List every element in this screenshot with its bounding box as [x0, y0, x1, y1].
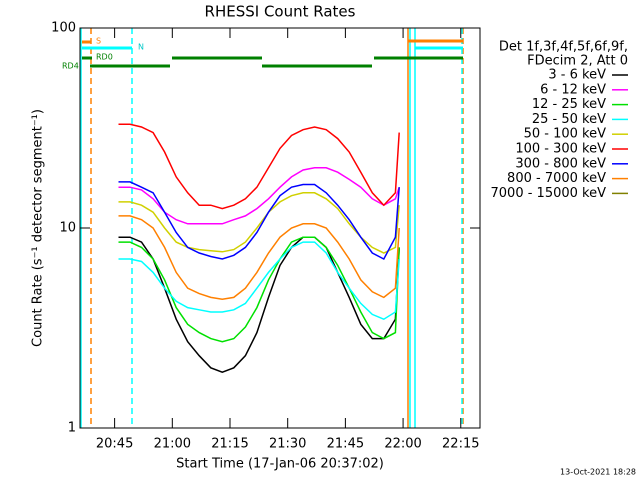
- y-tick-label: 1: [68, 421, 76, 436]
- series-line: [118, 192, 400, 254]
- annotation-label: N: [138, 43, 144, 52]
- legend-label: 25 - 50 keV: [532, 112, 606, 127]
- y-tick-label: 100: [51, 21, 76, 36]
- legend-label: 50 - 100 keV: [524, 127, 607, 142]
- y-axis-label: Count Rate (s⁻¹ detector segment⁻¹): [31, 109, 46, 347]
- annotations: [80, 28, 464, 428]
- y-tick-label: 10: [59, 221, 76, 236]
- x-tick-label: 21:30: [269, 437, 306, 452]
- annotation-label: RD4: [62, 62, 79, 71]
- series-line: [118, 167, 400, 225]
- legend-label: 6 - 12 keV: [540, 82, 606, 97]
- plot-frame: [79, 27, 481, 429]
- x-tick-label: 21:15: [211, 437, 248, 452]
- annotation-label: RD0: [96, 53, 113, 62]
- x-tick-label: 21:00: [154, 437, 191, 452]
- series-line: [118, 123, 400, 210]
- legend-label: 7000 - 15000 keV: [491, 186, 607, 201]
- legend-label: 3 - 6 keV: [548, 68, 606, 83]
- legend-header: Det 1f,3f,4f,5f,6f,9f,: [499, 40, 628, 55]
- series-line: [118, 241, 400, 321]
- x-tick-label: 22:15: [442, 437, 479, 452]
- x-tick-label: 22:00: [384, 437, 421, 452]
- series-line: [118, 236, 400, 343]
- annotation-label: S: [96, 37, 101, 46]
- legend-label: 800 - 7000 keV: [507, 171, 606, 186]
- legend-header: FDecim 2, Att 0: [527, 54, 628, 69]
- x-axis-label: Start Time (17-Jan-06 20:37:02): [176, 457, 384, 472]
- legend-label: 300 - 800 keV: [515, 156, 606, 171]
- chart-title: RHESSI Count Rates: [205, 3, 356, 21]
- series-line: [118, 215, 400, 301]
- x-tick-label: 21:45: [327, 437, 364, 452]
- series-line: [118, 236, 400, 374]
- legend-label: 12 - 25 keV: [532, 97, 606, 112]
- x-tick-label: 20:45: [96, 437, 133, 452]
- series-line: [118, 181, 400, 261]
- footer: 13-Oct-2021 18:28: [560, 468, 636, 477]
- legend-label: 100 - 300 keV: [515, 142, 606, 157]
